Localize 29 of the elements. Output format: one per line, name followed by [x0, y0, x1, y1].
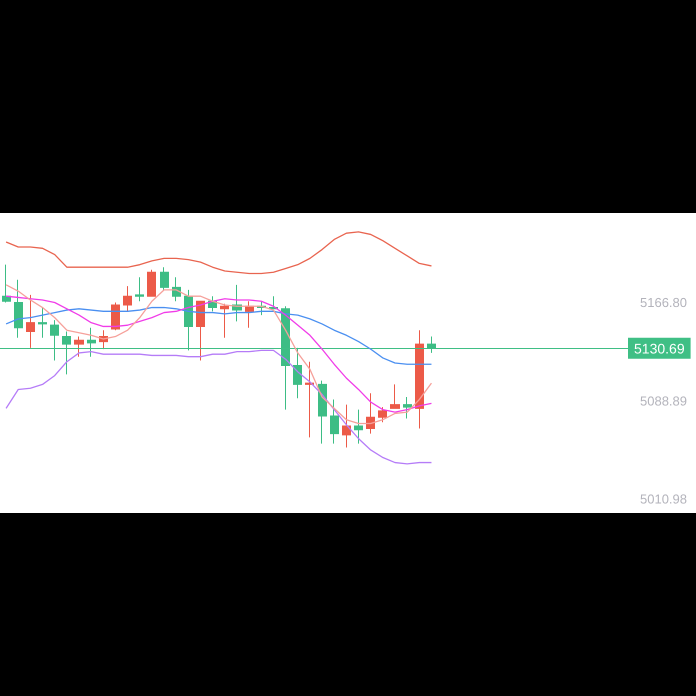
candlestick [220, 303, 229, 338]
line-series [5, 284, 432, 424]
line-series [5, 296, 432, 413]
y-tick-label: 5166.80 [640, 295, 687, 310]
candlestick [74, 336, 84, 358]
candlestick [160, 266, 169, 290]
candlestick [147, 269, 156, 297]
candlestick [354, 409, 363, 444]
line-series [5, 350, 432, 464]
candlestick [342, 404, 351, 448]
candlestick [26, 294, 35, 348]
candlestick [378, 406, 387, 423]
candlestick [415, 330, 424, 430]
line-series [5, 306, 432, 365]
candlestick [196, 300, 205, 361]
line-series [5, 231, 432, 274]
y-tick-label: 5010.98 [640, 492, 687, 507]
y-tick-label: 5088.89 [640, 393, 687, 408]
candlestick [390, 384, 400, 409]
ref-line-label: 5130.69 [634, 340, 685, 356]
candlestick [403, 396, 412, 419]
candlestick [14, 279, 23, 338]
candlestick [305, 361, 314, 438]
candlestick [135, 276, 144, 302]
candlestick [366, 392, 375, 434]
candlestick [123, 286, 132, 312]
candlestick [2, 264, 11, 303]
candlestick [330, 399, 339, 444]
candlestick [38, 307, 47, 338]
